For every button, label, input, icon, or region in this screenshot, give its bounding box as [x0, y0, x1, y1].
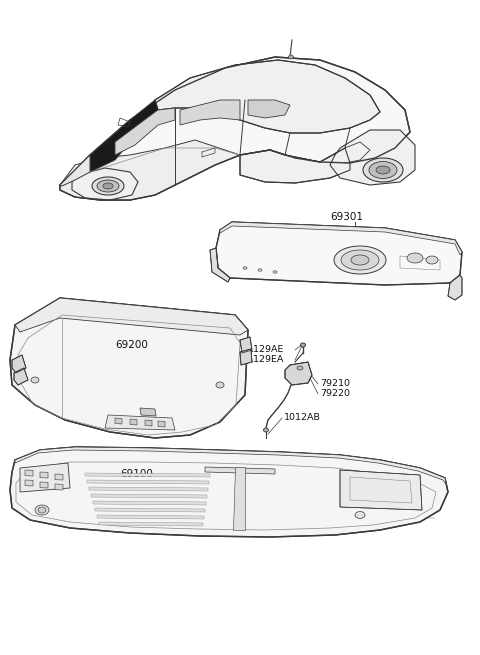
Polygon shape — [248, 100, 290, 118]
Polygon shape — [25, 470, 33, 476]
Ellipse shape — [35, 505, 49, 515]
Ellipse shape — [300, 343, 305, 347]
Text: 79210: 79210 — [320, 379, 350, 388]
Ellipse shape — [369, 162, 397, 179]
Polygon shape — [55, 474, 63, 480]
Ellipse shape — [216, 382, 224, 388]
Text: 1129AE: 1129AE — [248, 345, 284, 354]
Polygon shape — [97, 515, 204, 519]
Polygon shape — [20, 463, 70, 492]
Polygon shape — [60, 155, 90, 186]
Text: 69301: 69301 — [330, 212, 363, 222]
Polygon shape — [15, 447, 446, 484]
Ellipse shape — [288, 55, 293, 59]
Polygon shape — [14, 368, 28, 385]
Ellipse shape — [264, 428, 268, 432]
Polygon shape — [10, 298, 248, 438]
Polygon shape — [91, 494, 207, 498]
Ellipse shape — [273, 271, 277, 273]
Ellipse shape — [376, 166, 390, 174]
Polygon shape — [233, 467, 245, 530]
Polygon shape — [240, 337, 252, 353]
Ellipse shape — [92, 177, 124, 195]
Polygon shape — [330, 130, 415, 185]
Polygon shape — [95, 508, 205, 512]
Polygon shape — [60, 57, 410, 200]
Polygon shape — [155, 60, 380, 133]
Polygon shape — [145, 420, 152, 426]
Ellipse shape — [103, 183, 113, 189]
Ellipse shape — [351, 255, 369, 265]
Ellipse shape — [297, 366, 303, 370]
Polygon shape — [216, 222, 462, 285]
Polygon shape — [448, 275, 462, 300]
Polygon shape — [72, 168, 138, 200]
Ellipse shape — [38, 507, 46, 513]
Polygon shape — [85, 473, 210, 477]
Ellipse shape — [97, 180, 119, 192]
Polygon shape — [15, 298, 248, 335]
Polygon shape — [140, 408, 156, 416]
Ellipse shape — [355, 512, 365, 519]
Text: 69200: 69200 — [115, 340, 148, 350]
Polygon shape — [115, 108, 175, 155]
Polygon shape — [55, 484, 63, 490]
Text: 79220: 79220 — [320, 390, 350, 398]
Ellipse shape — [363, 158, 403, 182]
Polygon shape — [285, 362, 312, 385]
Ellipse shape — [341, 250, 379, 270]
Polygon shape — [60, 140, 240, 200]
Polygon shape — [93, 501, 206, 505]
Text: 69100: 69100 — [120, 469, 153, 479]
Text: 1012AB: 1012AB — [284, 413, 321, 422]
Ellipse shape — [31, 377, 39, 383]
Polygon shape — [105, 415, 175, 430]
Ellipse shape — [334, 246, 386, 274]
Polygon shape — [205, 467, 275, 474]
Polygon shape — [210, 248, 230, 282]
Polygon shape — [99, 522, 203, 526]
Polygon shape — [180, 100, 240, 125]
Polygon shape — [90, 100, 158, 172]
Polygon shape — [240, 148, 350, 183]
Polygon shape — [115, 418, 122, 424]
Polygon shape — [12, 355, 26, 373]
Text: 1129EA: 1129EA — [248, 356, 284, 364]
Polygon shape — [130, 419, 137, 425]
Polygon shape — [220, 222, 462, 255]
Ellipse shape — [407, 253, 423, 263]
Polygon shape — [89, 487, 208, 491]
Ellipse shape — [243, 267, 247, 269]
Polygon shape — [40, 482, 48, 488]
Ellipse shape — [258, 269, 262, 271]
Polygon shape — [340, 470, 422, 510]
Ellipse shape — [426, 256, 438, 264]
Polygon shape — [25, 480, 33, 486]
Polygon shape — [87, 480, 209, 484]
Polygon shape — [40, 472, 48, 478]
Polygon shape — [158, 421, 165, 427]
Polygon shape — [10, 447, 448, 537]
Polygon shape — [240, 349, 252, 365]
